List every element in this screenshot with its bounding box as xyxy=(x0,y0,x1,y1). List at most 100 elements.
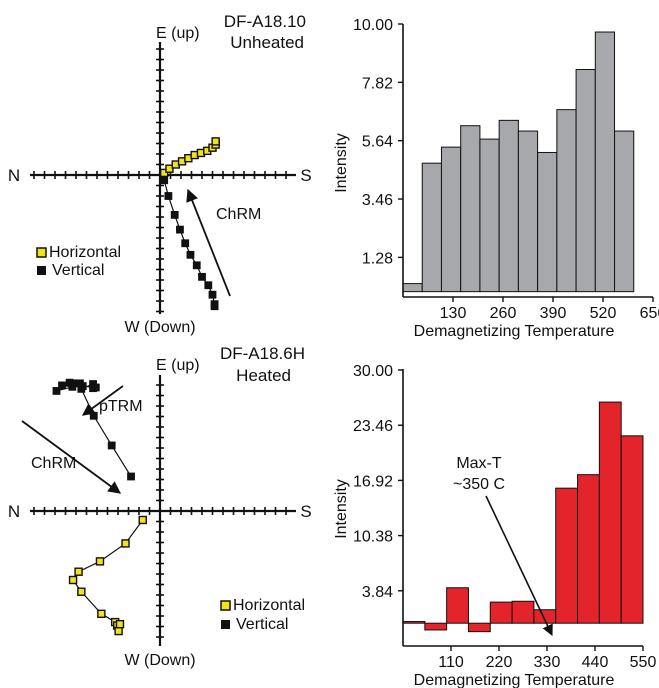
x-tick-label: 390 xyxy=(540,305,567,322)
bar xyxy=(517,130,539,293)
data-point-vertical xyxy=(204,281,213,290)
zij2-chrm-label: ChRM xyxy=(31,455,76,472)
x-tick-label: 520 xyxy=(590,305,617,322)
data-point-horizontal xyxy=(138,515,147,525)
hist2-xlabel: Demagnetizing Temperature xyxy=(414,672,615,688)
data-point-vertical xyxy=(176,225,184,234)
x-tick-label: 440 xyxy=(582,654,609,671)
zij2-series xyxy=(52,378,147,636)
y-tick-label: 5.64 xyxy=(362,134,393,151)
zij2-ptrm-label: pTRM xyxy=(99,398,143,415)
data-point-vertical xyxy=(164,192,173,200)
bar xyxy=(594,31,616,293)
data-point-vertical xyxy=(186,250,195,259)
zijderveld-unheated: E (up) W (Down) N S DF-A18.10 Unheated C… xyxy=(8,12,312,336)
x-tick-label: 550 xyxy=(630,654,657,671)
data-point-horizontal xyxy=(97,609,106,619)
zij1-bottom-label: W (Down) xyxy=(124,319,195,336)
bar xyxy=(598,401,622,624)
zij1-chrm-arrow xyxy=(186,188,231,297)
data-point-horizontal xyxy=(115,619,125,629)
data-point-vertical xyxy=(160,176,169,185)
data-point-horizontal xyxy=(121,539,130,548)
x-tick-label: 330 xyxy=(534,654,561,671)
zij2-right-label: S xyxy=(300,502,311,521)
data-point-horizontal xyxy=(114,626,123,636)
histogram-unheated: 10.00 7.82 5.64 3.46 1.28 130 260 390 520 650 Dem… xyxy=(333,17,659,340)
bar xyxy=(537,151,558,293)
hist2-axes xyxy=(402,369,643,647)
hist1-xlabel: Demagnetizing Temperature xyxy=(414,323,615,340)
data-point-vertical xyxy=(89,411,98,420)
zij2-legend-vertical: Vertical xyxy=(236,616,288,633)
zij1-left-label: N xyxy=(8,166,20,185)
bar xyxy=(498,119,519,293)
data-point-vertical xyxy=(68,382,77,391)
bar xyxy=(577,474,600,624)
hist1-axes xyxy=(402,24,653,298)
data-point-vertical xyxy=(76,379,84,388)
hist1-bars xyxy=(402,31,635,293)
y-tick-label: 1.28 xyxy=(362,250,393,267)
y-tick-label: 10.38 xyxy=(353,529,393,546)
zij1-legend-horizontal: Horizontal xyxy=(49,244,121,261)
data-point-horizontal xyxy=(77,587,86,596)
data-point-vertical xyxy=(107,441,116,450)
x-tick-label: 110 xyxy=(438,654,464,671)
zij2-subtitle: Heated xyxy=(236,366,291,385)
data-point-vertical xyxy=(208,290,217,299)
data-point-horizontal xyxy=(68,575,78,585)
zij2-ptrm-arrow xyxy=(81,385,124,416)
bar xyxy=(402,283,423,293)
data-point-vertical xyxy=(210,302,219,311)
zij1-top-label: E (up) xyxy=(156,25,200,42)
hist2-ticks: 30.00 23.46 16.92 10.38 3.84 110 220 330 440 550 xyxy=(353,363,656,671)
y-tick-label: 23.46 xyxy=(353,418,393,435)
bar xyxy=(556,109,577,293)
zijderveld-heated: E (up) W (Down) N S DF-A18.6H Heated pTR… xyxy=(8,344,312,669)
data-point-horizontal xyxy=(211,137,220,146)
x-tick-label: 650 xyxy=(640,305,659,322)
zij2-chrm-arrow xyxy=(21,420,122,494)
bar xyxy=(424,622,448,631)
zij2-legend-horizontal: Horizontal xyxy=(233,597,305,614)
bar xyxy=(421,162,442,293)
zij2-left-label: N xyxy=(8,502,20,521)
x-tick-label: 220 xyxy=(486,654,513,671)
data-point-vertical xyxy=(192,261,201,270)
data-point-vertical xyxy=(58,381,66,390)
y-tick-label: 16.92 xyxy=(353,473,393,490)
data-point-vertical xyxy=(198,272,206,281)
zij1-chrm-label: ChRM xyxy=(216,206,261,223)
hist2-maxt-arrow xyxy=(485,495,553,637)
series-line-horizontal xyxy=(72,519,144,632)
zij1-right-label: S xyxy=(300,166,311,185)
bar xyxy=(460,125,481,293)
zij1-series xyxy=(159,137,220,311)
bar xyxy=(479,138,500,293)
data-point-horizontal xyxy=(74,567,83,576)
bar xyxy=(620,435,644,624)
y-tick-label: 30.00 xyxy=(353,363,393,380)
data-point-vertical xyxy=(91,383,100,392)
bar xyxy=(511,600,535,624)
y-tick-label: 7.82 xyxy=(362,75,393,92)
bar xyxy=(402,621,426,624)
zij2-legend-horizontal-marker xyxy=(220,600,231,611)
x-tick-label: 130 xyxy=(440,305,467,322)
zij1-legend-horizontal-marker xyxy=(36,247,47,258)
bar xyxy=(440,146,462,293)
hist2-maxt-label: Max-T xyxy=(456,455,502,472)
zij2-legend-vertical-marker xyxy=(221,620,230,629)
y-tick-label: 3.84 xyxy=(362,584,393,601)
y-tick-label: 10.00 xyxy=(353,17,393,34)
bar xyxy=(467,622,491,633)
hist1-ylabel: Intensity xyxy=(333,133,350,193)
y-tick-label: 3.46 xyxy=(362,192,393,209)
zij2-title: DF-A18.6H xyxy=(220,344,305,363)
zij2-bottom-label: W (Down) xyxy=(124,652,195,669)
data-point-vertical xyxy=(181,239,190,248)
x-tick-label: 260 xyxy=(490,305,517,322)
